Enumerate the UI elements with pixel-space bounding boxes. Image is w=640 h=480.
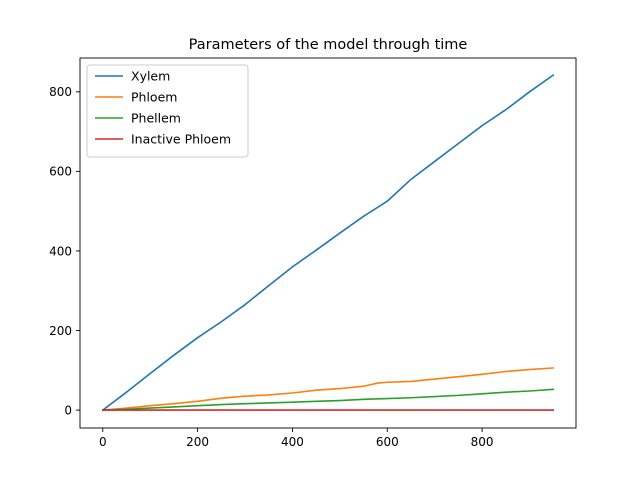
x-tick-label: 0 xyxy=(99,435,107,449)
chart-title: Parameters of the model through time xyxy=(189,37,468,53)
legend: Xylem Phloem Phellem Inactive Phloem xyxy=(86,64,249,158)
plot-frame xyxy=(79,57,577,429)
legend-label-xylem: Xylem xyxy=(131,69,170,84)
x-tick-label: 400 xyxy=(281,435,304,449)
legend-label-phloem: Phloem xyxy=(131,90,177,105)
y-tick-label: 200 xyxy=(49,324,72,338)
x-tick-label: 800 xyxy=(471,435,494,449)
y-tick-label: 400 xyxy=(49,244,72,258)
y-tick-label: 800 xyxy=(49,85,72,99)
legend-label-inactive-phloem: Inactive Phloem xyxy=(131,132,231,147)
x-axis: 0 200 400 600 800 xyxy=(99,428,494,449)
y-tick-label: 0 xyxy=(64,403,72,417)
series-line-xylem xyxy=(101,73,555,412)
y-axis: 0 200 400 600 800 xyxy=(49,85,80,417)
x-tick-label: 600 xyxy=(376,435,399,449)
legend-box xyxy=(86,64,249,158)
series-line-phloem xyxy=(101,367,555,411)
series-layer xyxy=(101,73,555,412)
y-tick-label: 600 xyxy=(49,165,72,179)
series-line-phellem xyxy=(101,388,555,411)
x-tick-label: 200 xyxy=(186,435,209,449)
legend-label-phellem: Phellem xyxy=(131,111,181,126)
